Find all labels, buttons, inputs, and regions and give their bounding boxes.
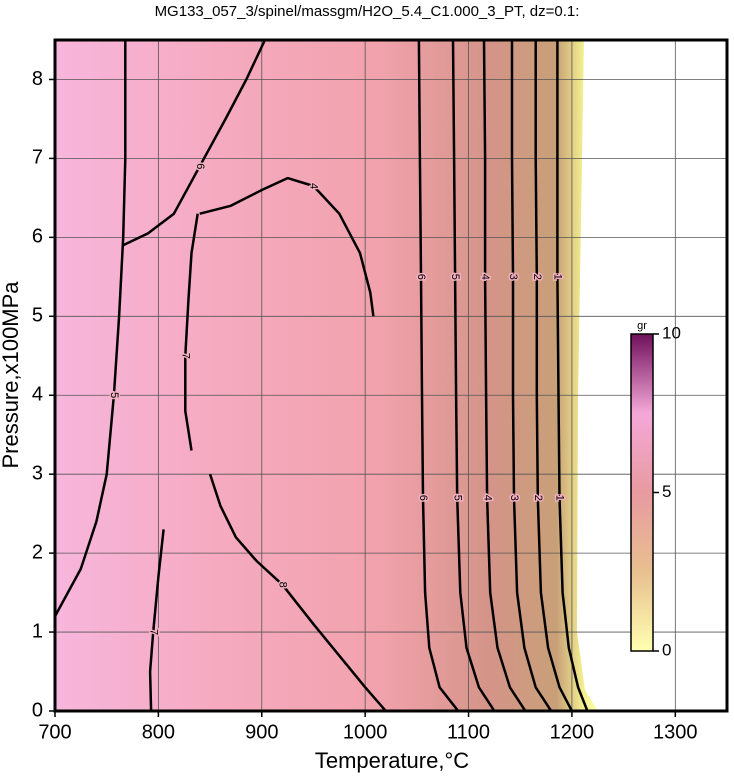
y-tick-label: 1 <box>32 620 43 642</box>
contour-label: 4 <box>308 183 320 189</box>
y-tick-label: 0 <box>32 699 43 721</box>
contour-line <box>417 40 460 711</box>
contour-line <box>55 40 127 617</box>
contour-line <box>451 40 496 711</box>
y-tick-label: 2 <box>32 541 43 563</box>
contour-label: 4 <box>479 274 491 280</box>
y-tick-label: 6 <box>32 226 43 248</box>
x-tick-label: 1300 <box>653 721 698 743</box>
colorbar <box>630 333 654 652</box>
contour-line <box>556 40 589 711</box>
x-tick-label: 1200 <box>550 721 595 743</box>
contour-line <box>482 40 527 711</box>
contour-line <box>208 473 387 711</box>
colorbar-ticks: 0 5 10 <box>653 323 681 659</box>
y-tick-label: 3 <box>32 462 43 484</box>
chart-title: MG133_057_3/spinel/massgm/H2O_5.4_C1.000… <box>155 3 580 20</box>
contour-label: 2 <box>532 495 544 501</box>
y-tick-label: 5 <box>32 305 43 327</box>
colorbar-tick-label: 0 <box>662 640 671 659</box>
contour-label: 6 <box>415 274 427 280</box>
x-tick-label: 800 <box>142 721 175 743</box>
y-tick-label: 4 <box>32 384 43 406</box>
contour-label: 1 <box>554 495 566 501</box>
contour-label: 3 <box>507 274 519 280</box>
colorbar-label: gr <box>637 320 647 332</box>
contour-line <box>122 40 267 247</box>
contour-label: 8 <box>277 582 289 588</box>
contour-label: 6 <box>417 495 429 501</box>
contour-label: 5 <box>449 274 461 280</box>
contour-label: 5 <box>108 392 120 398</box>
contour-label: 2 <box>531 274 543 280</box>
y-axis-label: Pressure,x100MPa <box>0 281 23 469</box>
contour-line <box>184 213 199 451</box>
plot-frame <box>53 38 729 713</box>
field-fill <box>55 40 598 711</box>
grid <box>54 40 727 712</box>
contour-label: 3 <box>508 495 520 501</box>
contour-line <box>199 176 375 317</box>
contour-line <box>148 529 165 711</box>
x-tick-label: 1100 <box>447 721 490 743</box>
contour-label: 5 <box>451 495 463 501</box>
y-tick-label: 8 <box>32 68 43 90</box>
x-tick-label: 1000 <box>343 721 388 743</box>
contour-line <box>534 40 574 711</box>
x-tick-label: 900 <box>245 721 278 743</box>
contour-line <box>510 40 553 711</box>
contour-label: 4 <box>481 495 493 501</box>
colorbar-tick-label: 10 <box>662 323 681 342</box>
contours: 6 6 5 5 4 4 3 3 2 2 1 1 5 6 7 8 4 7 <box>55 40 589 711</box>
y-tick-label: 7 <box>32 147 43 169</box>
contour-label: 6 <box>194 163 206 169</box>
x-tick-label: 700 <box>38 721 71 743</box>
contour-label: 7 <box>147 629 159 635</box>
spacer <box>700 460 734 600</box>
contour-label: 1 <box>552 274 564 280</box>
contour-label: 7 <box>179 353 191 359</box>
x-axis-label: Temperature,°C <box>315 748 469 773</box>
colorbar-tick-label: 5 <box>662 482 671 501</box>
